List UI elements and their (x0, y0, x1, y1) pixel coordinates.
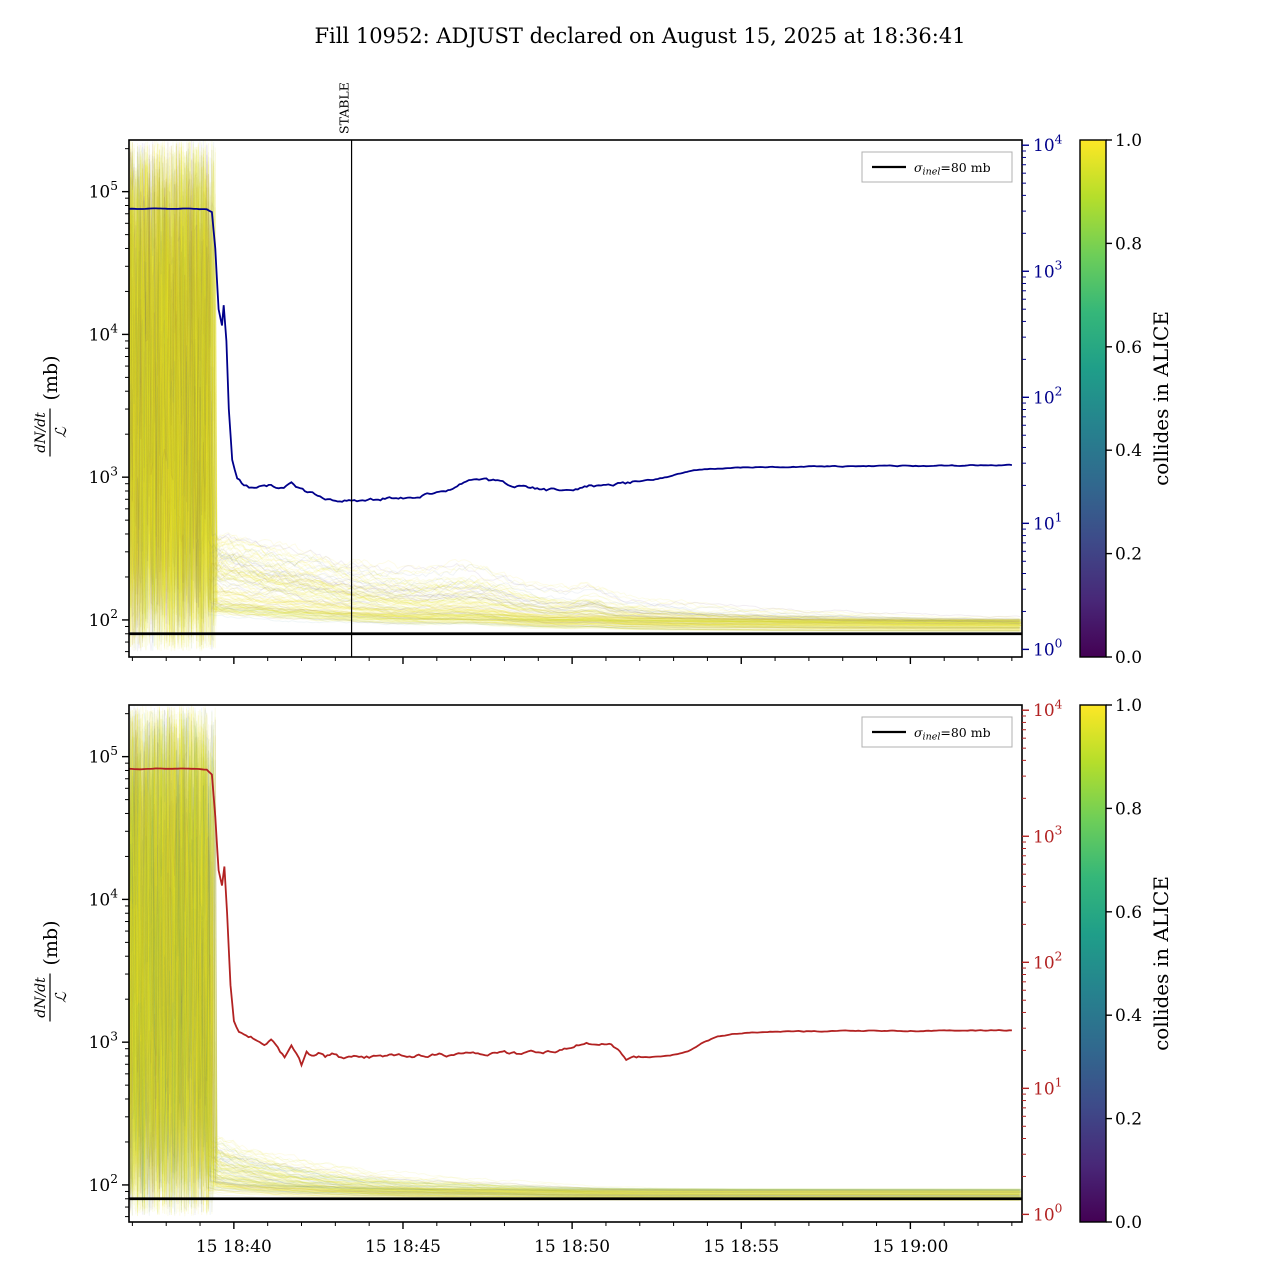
svg-text:103: 103 (89, 464, 118, 488)
svg-text:0.8: 0.8 (1115, 799, 1142, 819)
right-axis-ticks: 100 101 102 103 104 (1022, 698, 1063, 1226)
axes-frame (128, 704, 1023, 1223)
svg-text:101: 101 (1033, 1076, 1062, 1100)
svg-text:102: 102 (1033, 950, 1062, 974)
svg-text:ℒ: ℒ (52, 991, 70, 1003)
svg-text:(mb): (mb) (40, 920, 62, 965)
svg-text:0.8: 0.8 (1115, 234, 1142, 254)
svg-text:1.0: 1.0 (1115, 696, 1142, 716)
svg-text:104: 104 (89, 887, 119, 911)
svg-text:(mb): (mb) (40, 355, 62, 400)
legend-label: σinel=80 mb (914, 160, 991, 178)
bunch-lines (129, 140, 1022, 652)
main-ratio-line (129, 207, 1013, 503)
svg-text:101: 101 (1033, 511, 1062, 535)
main-ratio-line (129, 767, 1012, 1068)
svg-text:103: 103 (1033, 259, 1062, 283)
colorbar-label: collides in ALICE (1149, 311, 1173, 486)
svg-text:0.0: 0.0 (1115, 648, 1142, 668)
svg-text:103: 103 (1033, 824, 1062, 848)
svg-text:0.4: 0.4 (1115, 1006, 1142, 1026)
svg-text:102: 102 (1033, 385, 1062, 409)
y-axis-label: dN/dt ℒ (mb) (33, 920, 70, 1022)
svg-text:100: 100 (1033, 1202, 1062, 1226)
svg-text:102: 102 (89, 1172, 118, 1196)
axes-frame (128, 139, 1023, 658)
svg-text:15 18:55: 15 18:55 (703, 1237, 779, 1257)
svg-text:dN/dt: dN/dt (33, 412, 49, 453)
colorbar-label: collides in ALICE (1149, 876, 1173, 1051)
svg-text:1.0: 1.0 (1115, 131, 1142, 151)
svg-text:105: 105 (89, 744, 118, 768)
colorbar: 0.0 0.2 0.4 0.6 0.8 1.0 collides in ALICE (1079, 131, 1173, 668)
svg-text:104: 104 (1033, 133, 1063, 157)
y-axis-label: dN/dt ℒ (mb) (33, 355, 70, 457)
svg-text:104: 104 (89, 322, 119, 346)
svg-text:0.0: 0.0 (1115, 1213, 1142, 1233)
svg-text:0.6: 0.6 (1115, 338, 1142, 358)
legend-label: σinel=80 mb (914, 725, 991, 743)
left-axis-ticks: 102 103 104 105 (89, 148, 129, 653)
legend: σinel=80 mb (861, 716, 1013, 748)
svg-text:15 18:45: 15 18:45 (365, 1237, 441, 1257)
x-axis-ticks (131, 657, 1013, 664)
svg-text:104: 104 (1033, 698, 1063, 722)
svg-text:0.2: 0.2 (1115, 1110, 1142, 1130)
svg-text:15 18:50: 15 18:50 (534, 1237, 610, 1257)
svg-text:0.2: 0.2 (1115, 545, 1142, 565)
svg-text:ℒ: ℒ (52, 426, 70, 438)
svg-text:105: 105 (89, 179, 118, 203)
bunch-lines (129, 705, 1022, 1217)
right-axis-ticks: 100 101 102 103 104 (1022, 133, 1063, 661)
svg-text:100: 100 (1033, 637, 1062, 661)
svg-text:15 18:40: 15 18:40 (196, 1237, 272, 1257)
colorbar: 0.0 0.2 0.4 0.6 0.8 1.0 collides in ALICE (1079, 696, 1173, 1233)
svg-text:102: 102 (89, 607, 118, 631)
svg-text:dN/dt: dN/dt (33, 977, 49, 1018)
figure-title: Fill 10952: ADJUST declared on August 15… (314, 24, 966, 48)
svg-text:15 19:00: 15 19:00 (872, 1237, 948, 1257)
stable-marker-label: STABLE (337, 82, 352, 134)
svg-text:103: 103 (89, 1029, 118, 1053)
svg-text:0.6: 0.6 (1115, 903, 1142, 923)
x-axis-ticks: 15 18:40 15 18:45 15 18:50 15 18:55 15 19:00 (131, 1222, 1013, 1257)
legend: σinel=80 mb (861, 151, 1013, 183)
left-axis-ticks: 102 103 104 105 (89, 713, 129, 1218)
svg-text:0.4: 0.4 (1115, 441, 1142, 461)
